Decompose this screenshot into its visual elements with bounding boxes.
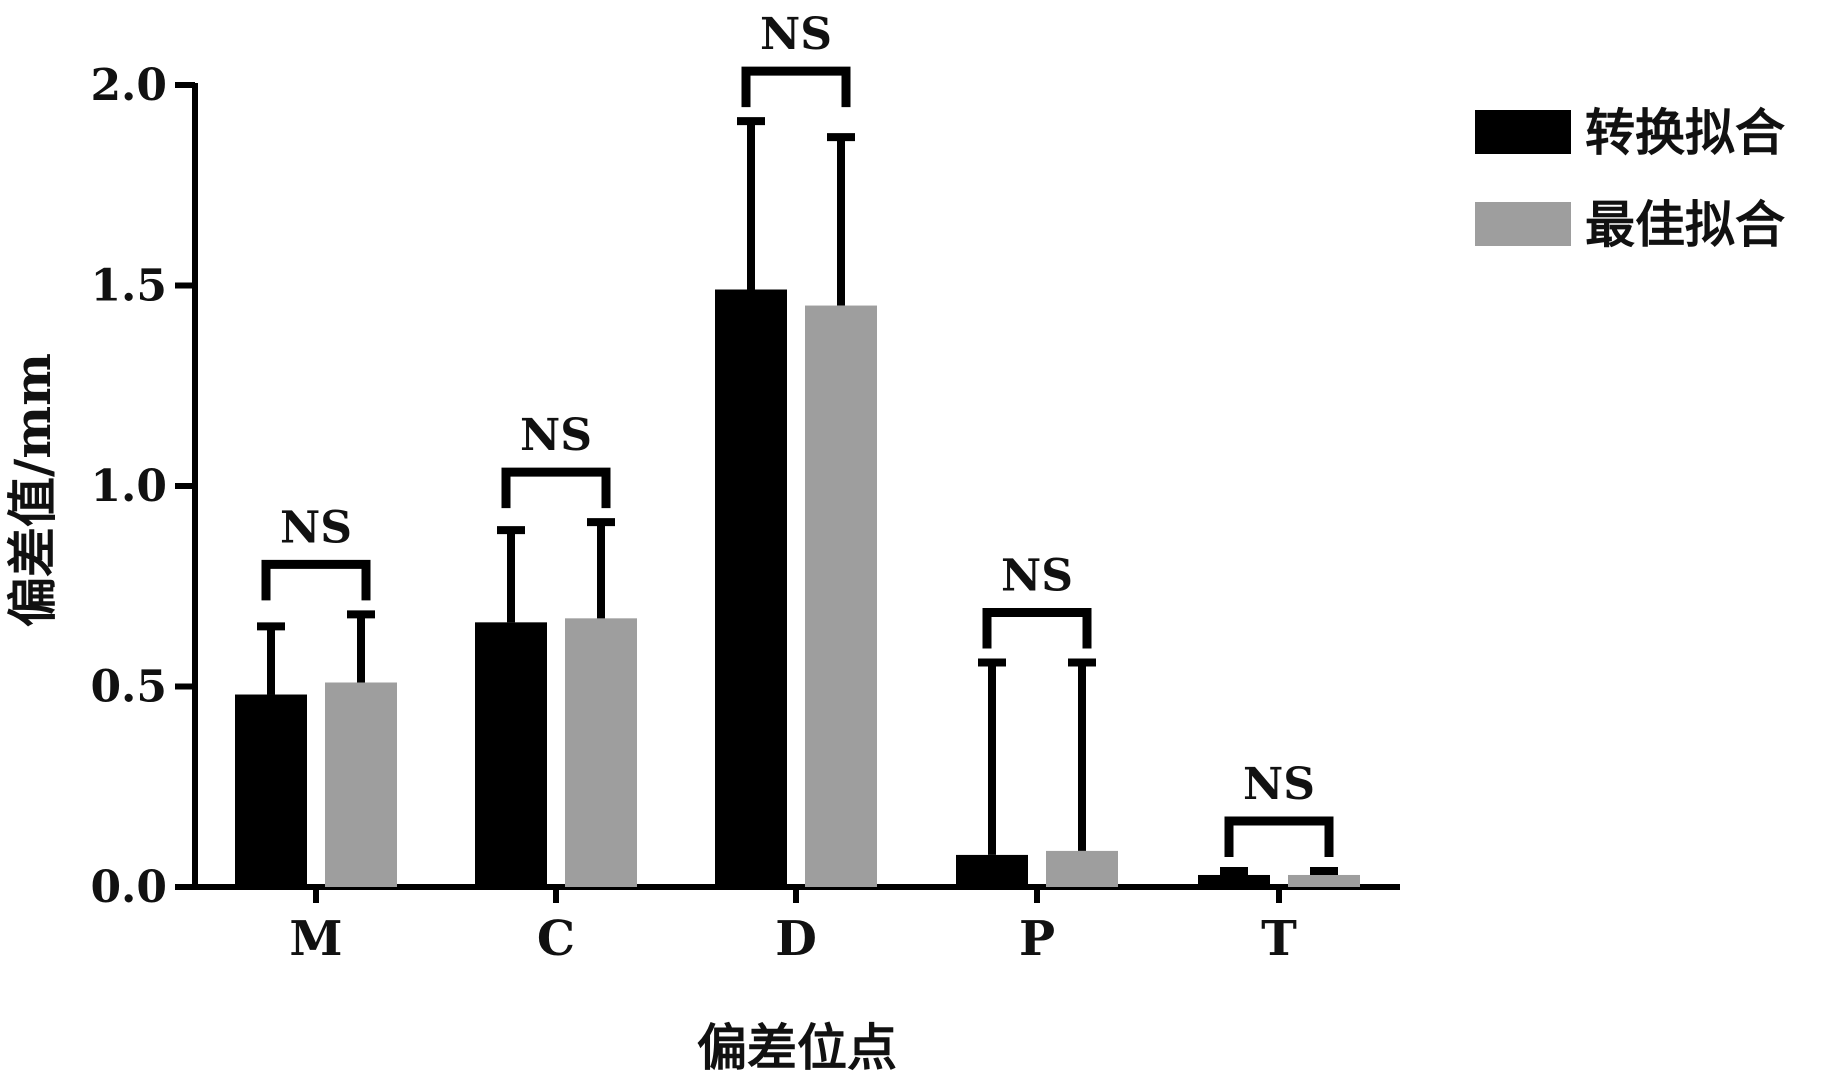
bar-T-series-2 [1288,874,1360,887]
legend-label-series-1: 转换拟合 [1585,103,1785,162]
legend-swatch-series-2 [1475,202,1571,246]
significance-label-D: NS [760,9,832,60]
bar-M-series-2 [325,682,397,887]
x-tick-label: D [775,911,817,967]
significance-label-M: NS [280,502,352,553]
y-tick-label: 0.0 [90,862,167,913]
significance-bracket-D [741,66,851,108]
x-tick-label: C [537,911,575,967]
bars-layer [235,289,1360,887]
error-bars-layer [257,117,1338,875]
significance-bracket-P [982,607,1092,649]
bar-D-series-2 [805,305,877,887]
y-tick-label: 1.5 [90,261,167,312]
significance-label-P: NS [1001,550,1073,601]
y-tick-label: 2.0 [90,60,167,111]
axes-layer: 0.0 0.5 1.0 1.5 2.0 M C D P T [90,60,1400,967]
x-tick-label: M [289,911,342,967]
x-tick-label: T [1261,911,1297,967]
x-tick-label: P [1019,911,1055,967]
bar-M-series-1 [235,694,307,887]
bar-D-series-1 [715,289,787,887]
y-axis-title: 偏差值/mm [3,353,62,627]
significance-bracket-M [261,559,371,601]
y-tick-label: 0.5 [90,662,167,713]
bar-C-series-2 [565,618,637,887]
significance-bracket-C [501,467,611,509]
bar-C-series-1 [475,622,547,887]
bar-P-series-1 [956,854,1028,887]
legend-swatch-series-1 [1475,110,1571,154]
bar-P-series-2 [1046,850,1118,887]
bar-T-series-1 [1198,874,1270,887]
significance-label-T: NS [1243,759,1315,810]
legend-label-series-2: 最佳拟合 [1585,195,1785,254]
significance-layer: NS NS NS NS NS [261,9,1334,857]
significance-bracket-T [1224,816,1334,857]
significance-label-C: NS [520,410,592,461]
y-tick-label: 1.0 [90,461,167,512]
x-axis-title: 偏差位点 [697,1018,897,1077]
